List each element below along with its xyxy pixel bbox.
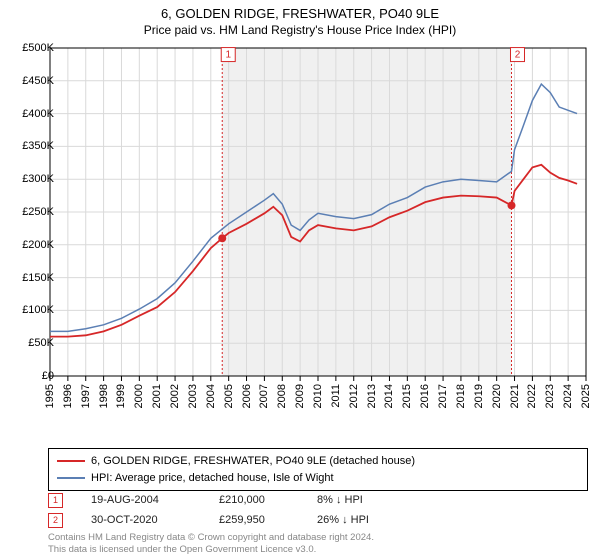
xtick-label: 2018 [455,384,467,408]
ytick-label: £500K [22,42,54,54]
ytick-label: £0 [42,370,54,382]
xtick-label: 2013 [366,384,378,408]
xtick-label: 2019 [473,384,485,408]
svg-text:1: 1 [225,50,231,61]
xtick-label: 2010 [312,384,324,408]
footer-line-2: This data is licensed under the Open Gov… [48,544,374,556]
xtick-label: 2005 [223,384,235,408]
transaction-row: 2 30-OCT-2020 £259,950 26% ↓ HPI [48,510,397,530]
chart-title: 6, GOLDEN RIDGE, FRESHWATER, PO40 9LE [0,0,600,23]
transaction-row: 1 19-AUG-2004 £210,000 8% ↓ HPI [48,490,397,510]
legend-row: 6, GOLDEN RIDGE, FRESHWATER, PO40 9LE (d… [57,453,579,470]
xtick-label: 2001 [151,384,163,408]
xtick-label: 1996 [62,384,74,408]
legend-row: HPI: Average price, detached house, Isle… [57,470,579,487]
xtick-label: 2008 [276,384,288,408]
xtick-label: 2004 [205,384,217,408]
xtick-label: 2016 [419,384,431,408]
transaction-badge: 1 [48,493,63,508]
xtick-label: 2025 [580,384,592,408]
legend-swatch [57,477,85,479]
ytick-label: £200K [22,239,54,251]
xtick-label: 2020 [491,384,503,408]
xtick-label: 2009 [294,384,306,408]
legend-label: HPI: Average price, detached house, Isle… [91,470,334,487]
line-chart: 12 [48,46,588,406]
transaction-badge: 2 [48,513,63,528]
xtick-label: 2022 [526,384,538,408]
svg-text:2: 2 [515,50,521,61]
transaction-price: £210,000 [219,494,289,506]
xtick-label: 2014 [383,384,395,408]
ytick-label: £250K [22,206,54,218]
xtick-label: 2024 [562,384,574,408]
legend-swatch [57,460,85,462]
ytick-label: £100K [22,304,54,316]
ytick-label: £400K [22,108,54,120]
chart-container: 6, GOLDEN RIDGE, FRESHWATER, PO40 9LE Pr… [0,0,600,560]
xtick-label: 2017 [437,384,449,408]
ytick-label: £450K [22,75,54,87]
footer-line-1: Contains HM Land Registry data © Crown c… [48,532,374,544]
chart-subtitle: Price paid vs. HM Land Registry's House … [0,23,600,41]
transaction-price: £259,950 [219,514,289,526]
xtick-label: 1995 [44,384,56,408]
transactions-table: 1 19-AUG-2004 £210,000 8% ↓ HPI 2 30-OCT-2020… [48,490,397,530]
transaction-diff: 8% ↓ HPI [317,494,397,506]
xtick-label: 2003 [187,384,199,408]
xtick-label: 2023 [544,384,556,408]
xtick-label: 1998 [98,384,110,408]
legend: 6, GOLDEN RIDGE, FRESHWATER, PO40 9LE (d… [48,448,588,491]
ytick-label: £50K [28,337,54,349]
ytick-label: £350K [22,140,54,152]
xtick-label: 2007 [258,384,270,408]
transaction-date: 30-OCT-2020 [91,514,191,526]
transaction-diff: 26% ↓ HPI [317,514,397,526]
footer-attribution: Contains HM Land Registry data © Crown c… [48,532,374,556]
xtick-label: 2000 [133,384,145,408]
ytick-label: £150K [22,272,54,284]
xtick-label: 1999 [115,384,127,408]
transaction-date: 19-AUG-2004 [91,494,191,506]
xtick-label: 2021 [509,384,521,408]
xtick-label: 1997 [80,384,92,408]
ytick-label: £300K [22,173,54,185]
xtick-label: 2002 [169,384,181,408]
xtick-label: 2012 [348,384,360,408]
xtick-label: 2006 [241,384,253,408]
xtick-label: 2015 [401,384,413,408]
xtick-label: 2011 [330,384,342,408]
legend-label: 6, GOLDEN RIDGE, FRESHWATER, PO40 9LE (d… [91,453,415,470]
